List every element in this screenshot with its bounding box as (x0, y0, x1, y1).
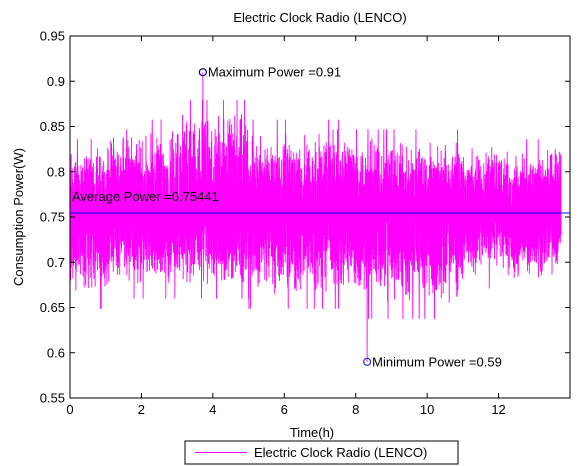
y-tick-label: 0.9 (47, 74, 65, 89)
x-tick-label: 6 (281, 402, 288, 417)
y-tick-label: 0.65 (40, 300, 65, 315)
y-tick-label: 0.7 (47, 255, 65, 270)
chart-title: Electric Clock Radio (LENCO) (233, 10, 406, 25)
max-point-marker (198, 68, 207, 77)
max-power-annotation: Maximum Power =0.91 (208, 65, 341, 80)
x-tick-label: 4 (209, 402, 216, 417)
x-axis-label: Time(h) (290, 425, 334, 440)
legend-label: Electric Clock Radio (LENCO) (254, 445, 427, 460)
x-tick-label: 8 (352, 402, 359, 417)
overlay-layer: Maximum Power =0.91 Minimum Power =0.59 Av… (70, 65, 570, 369)
series-layer (69, 72, 562, 362)
x-tick-label: 10 (420, 402, 434, 417)
axes-layer: Electric Clock Radio (LENCO) 0 2 4 6 8 10 12 0.5… (11, 10, 571, 465)
y-axis-label: Consumption Power(W) (11, 148, 26, 286)
legend-box (184, 440, 459, 465)
y-tick-label: 0.85 (40, 119, 65, 134)
min-point-marker (363, 357, 372, 366)
x-tick-label: 12 (491, 402, 505, 417)
x-tick-label: 0 (66, 402, 73, 417)
y-tick-label: 0.95 (40, 29, 65, 44)
y-tick-label: 0.75 (40, 210, 65, 225)
y-tick-label: 0.8 (47, 164, 65, 179)
min-power-annotation: Minimum Power =0.59 (372, 354, 502, 369)
y-tick-label: 0.55 (40, 391, 65, 406)
x-tick-label: 2 (138, 402, 145, 417)
y-tick-label: 0.6 (47, 345, 65, 360)
average-power-annotation: Average Power =0.75441 (72, 189, 219, 204)
series-line-electric-clock-radio (69, 72, 562, 362)
